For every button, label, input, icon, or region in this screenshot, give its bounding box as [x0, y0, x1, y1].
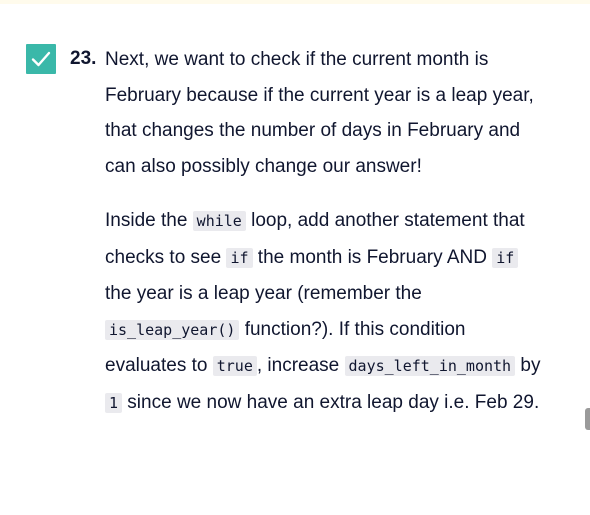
code-days-left-in-month: days_left_in_month [344, 356, 516, 376]
checkmark-icon [31, 51, 51, 67]
code-if: if [226, 247, 253, 268]
task-paragraph-1: Next, we want to check if the current mo… [105, 49, 534, 177]
code-true: true [212, 356, 257, 376]
text-segment: loop, add another statement that checks … [105, 210, 525, 268]
text-segment: the month is February AND [252, 246, 493, 268]
top-strip [0, 0, 590, 4]
code-if: if [492, 247, 519, 268]
task-body: Next, we want to check if the current mo… [105, 42, 545, 421]
text-segment: , increase [256, 355, 345, 376]
text-segment: by [515, 355, 541, 376]
code-while: while [192, 211, 246, 231]
text-segment: Inside the [105, 210, 193, 231]
text-segment: since we now have an extra leap day i.e.… [122, 391, 540, 413]
task-checkbox[interactable] [26, 44, 56, 74]
text-segment: function?). If this condition evaluates … [105, 318, 466, 377]
code-one: 1 [105, 392, 123, 413]
task-paragraph-2: Inside the while loop, add another state… [105, 203, 545, 421]
text-segment: the year is a leap year (remember the [105, 283, 422, 304]
code-is-leap-year: is_leap_year() [105, 319, 240, 340]
task-number: 23. [70, 48, 97, 69]
scrollbar-thumb[interactable] [585, 408, 590, 430]
